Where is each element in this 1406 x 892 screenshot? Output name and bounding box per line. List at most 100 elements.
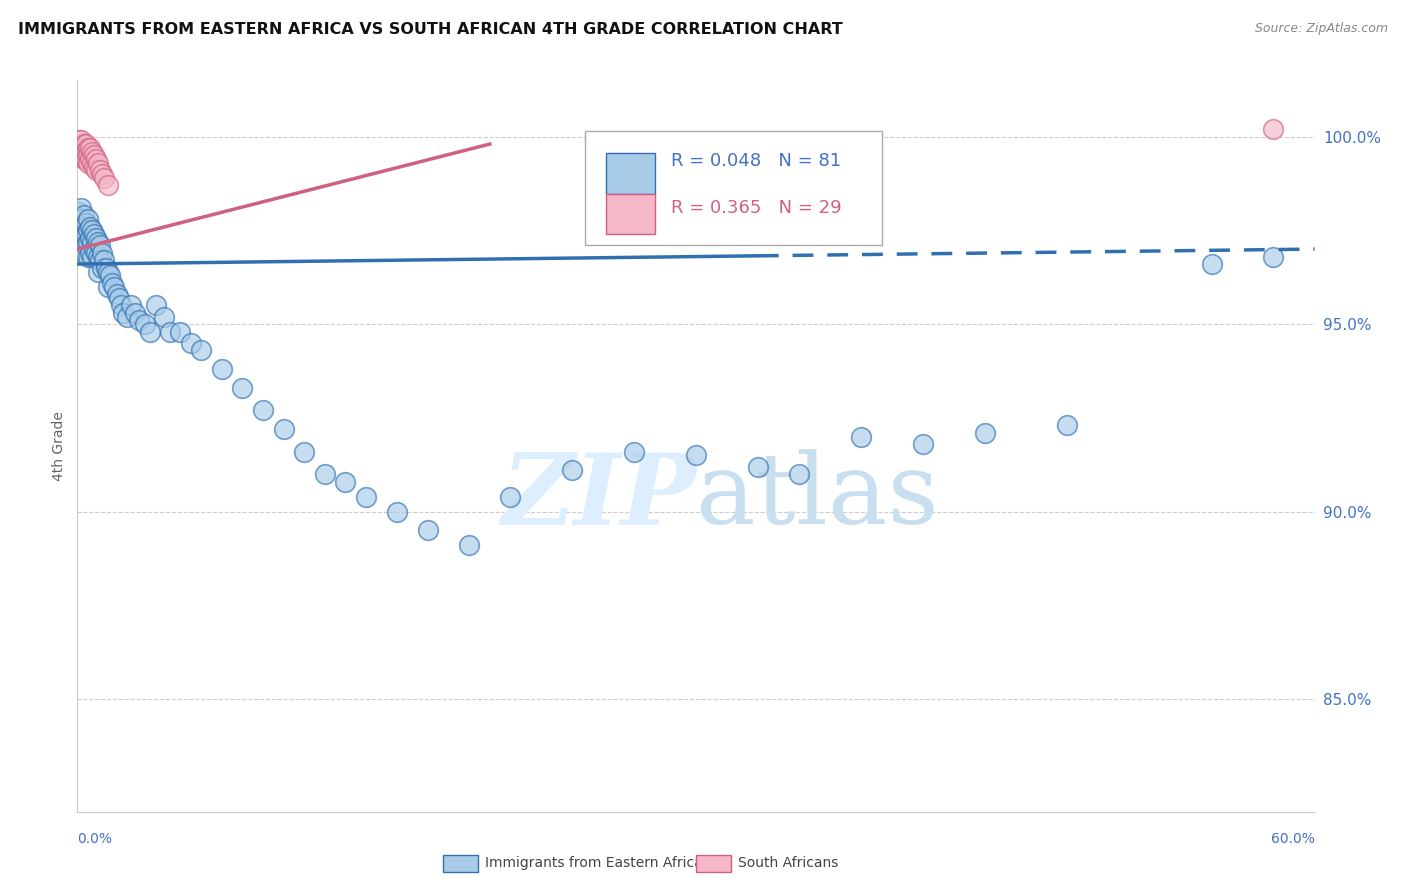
Point [80, 235, 103, 249]
Point [87, 264, 110, 278]
Point [97, 178, 120, 193]
Point [72, 152, 94, 166]
Bar [606, 194, 655, 234]
Point [67, 223, 90, 237]
Point [76, 156, 98, 170]
Point [211, 362, 233, 376]
Point [76, 141, 98, 155]
Point [623, 444, 645, 458]
Point [87, 156, 110, 170]
Point [97, 279, 120, 293]
Point [67, 148, 90, 162]
Point [107, 291, 129, 305]
Point [76, 212, 98, 227]
Point [91, 260, 114, 275]
Point [84, 163, 107, 178]
Text: R = 0.365   N = 29: R = 0.365 N = 29 [671, 199, 842, 218]
Point [67, 133, 90, 147]
Point [76, 235, 98, 249]
Point [93, 170, 115, 185]
Text: ZIP: ZIP [501, 449, 696, 545]
Point [87, 250, 110, 264]
Point [120, 298, 142, 312]
Text: IMMIGRANTS FROM EASTERN AFRICA VS SOUTH AFRICAN 4TH GRADE CORRELATION CHART: IMMIGRANTS FROM EASTERN AFRICA VS SOUTH … [18, 22, 844, 37]
Y-axis label: 4th Grade: 4th Grade [52, 411, 66, 481]
Point [72, 136, 94, 151]
Point [70, 201, 93, 215]
Point [231, 381, 253, 395]
Point [89, 253, 111, 268]
Point [153, 310, 176, 324]
Point [84, 245, 107, 260]
Point [190, 343, 212, 358]
Point [385, 505, 408, 519]
Point [169, 325, 191, 339]
FancyBboxPatch shape [585, 131, 882, 245]
Point [84, 231, 107, 245]
Point [79, 245, 101, 260]
Point [1056, 418, 1078, 433]
Point [70, 212, 93, 227]
Point [180, 335, 202, 350]
Point [561, 463, 583, 477]
Text: Immigrants from Eastern Africa: Immigrants from Eastern Africa [485, 856, 703, 871]
Point [76, 250, 98, 264]
Point [416, 524, 439, 538]
Point [1263, 122, 1285, 136]
Point [67, 235, 90, 249]
Point [787, 467, 810, 482]
Point [84, 152, 107, 166]
Point [273, 422, 295, 436]
Point [83, 160, 105, 174]
Point [252, 403, 274, 417]
Point [83, 227, 105, 241]
Point [70, 227, 93, 241]
Point [354, 490, 377, 504]
Point [70, 133, 93, 147]
Point [1263, 250, 1285, 264]
Point [70, 148, 93, 162]
Point [128, 313, 150, 327]
Point [101, 276, 124, 290]
Point [75, 238, 97, 252]
Point [83, 148, 105, 162]
Point [67, 141, 90, 155]
Point [83, 242, 105, 256]
Point [98, 268, 121, 283]
Point [70, 242, 93, 256]
Point [96, 260, 118, 275]
Point [499, 490, 522, 504]
Point [79, 141, 101, 155]
Point [97, 264, 120, 278]
Point [70, 141, 93, 155]
Point [292, 444, 315, 458]
Point [91, 245, 114, 260]
Text: 0.0%: 0.0% [77, 832, 112, 846]
Point [145, 298, 167, 312]
Point [89, 238, 111, 252]
Point [1201, 257, 1223, 271]
Point [75, 152, 97, 166]
Point [80, 145, 103, 159]
Point [75, 216, 97, 230]
Point [849, 429, 872, 443]
Point [124, 306, 146, 320]
Text: atlas: atlas [696, 450, 939, 545]
Point [314, 467, 336, 482]
Point [335, 475, 357, 489]
Point [76, 223, 98, 237]
Text: South Africans: South Africans [738, 856, 838, 871]
Text: 60.0%: 60.0% [1271, 832, 1315, 846]
Point [87, 235, 110, 249]
Point [79, 231, 101, 245]
Text: R = 0.048   N = 81: R = 0.048 N = 81 [671, 152, 841, 169]
Point [134, 317, 156, 331]
Point [80, 223, 103, 237]
Point [72, 245, 94, 260]
Point [75, 136, 97, 151]
Point [111, 306, 134, 320]
Point [91, 167, 114, 181]
Bar [606, 153, 655, 194]
Point [89, 163, 111, 178]
Text: Source: ZipAtlas.com: Source: ZipAtlas.com [1254, 22, 1388, 36]
